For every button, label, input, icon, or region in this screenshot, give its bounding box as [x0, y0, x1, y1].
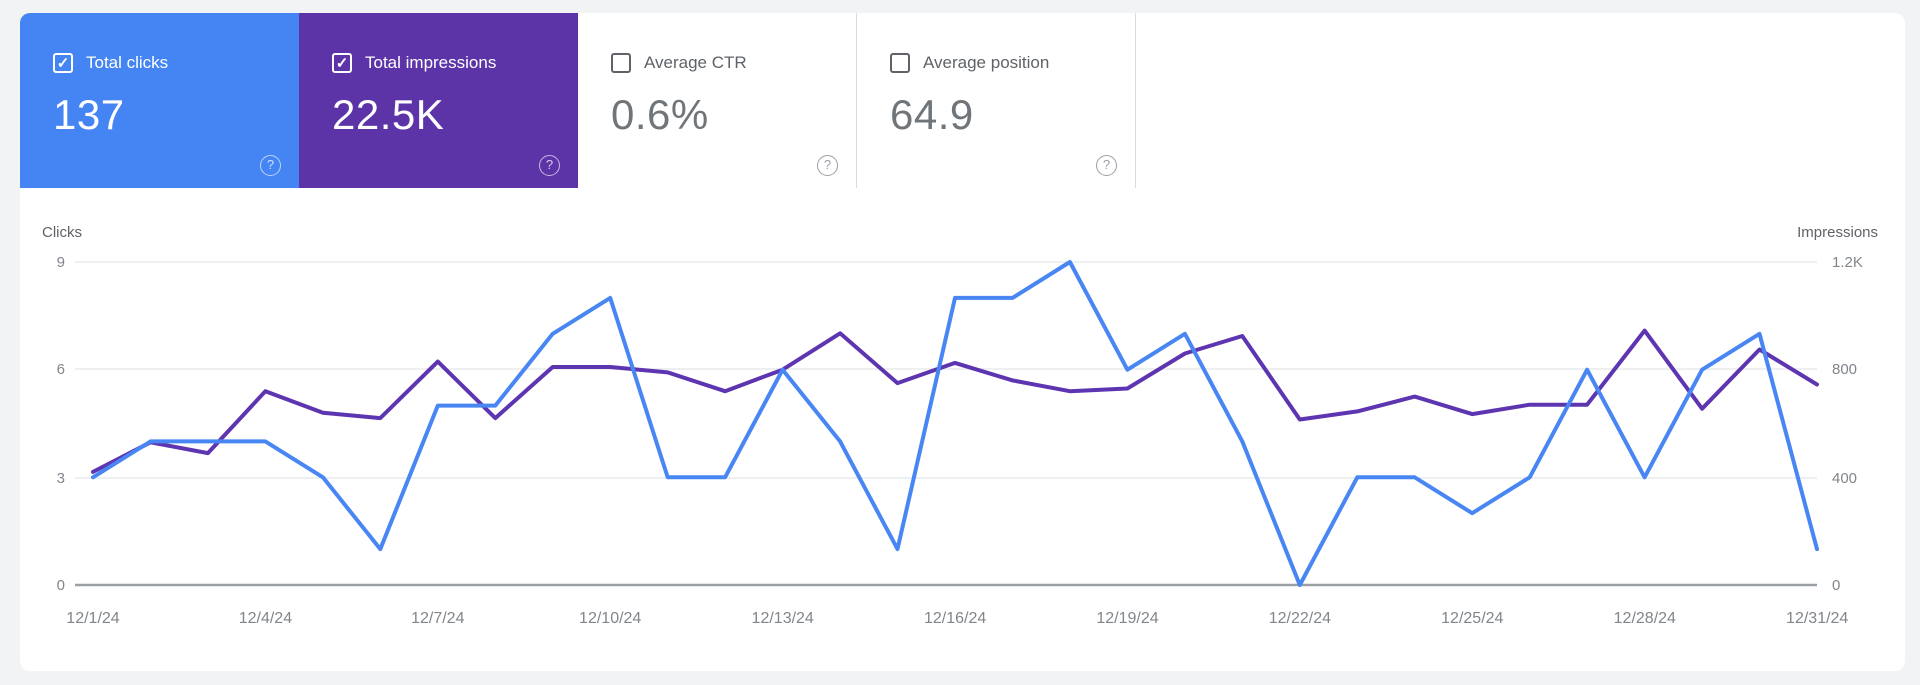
checkbox-total-clicks[interactable]: ✓ — [53, 53, 73, 73]
left-tick: 3 — [57, 470, 65, 487]
performance-panel: ✓ Total clicks 137 ? ✓ Total impressions… — [20, 13, 1905, 671]
x-tick: 12/10/24 — [579, 610, 641, 627]
performance-chart[interactable]: Clicks Impressions 9 6 3 0 1.2K 800 400 … — [20, 188, 1905, 671]
card-header: ✓ Total impressions — [332, 53, 578, 73]
impressions-line — [91, 328, 1819, 474]
right-tick: 0 — [1832, 577, 1840, 594]
right-tick: 1.2K — [1832, 254, 1863, 271]
x-tick: 12/25/24 — [1441, 610, 1503, 627]
chart-canvas: Clicks Impressions 9 6 3 0 1.2K 800 400 … — [42, 224, 1878, 627]
card-header: ✓ Total clicks — [53, 53, 299, 73]
x-tick: 12/1/24 — [66, 610, 119, 627]
average-ctr-value: 0.6% — [611, 91, 709, 138]
card-total-clicks[interactable]: ✓ Total clicks 137 ? — [20, 13, 299, 188]
help-icon[interactable]: ? — [817, 155, 838, 176]
card-total-impressions[interactable]: ✓ Total impressions 22.5K ? — [299, 13, 578, 188]
card-label: Average position — [923, 53, 1050, 72]
right-tick: 400 — [1832, 470, 1857, 487]
x-tick: 12/19/24 — [1096, 610, 1158, 627]
x-tick: 12/13/24 — [752, 610, 814, 627]
card-average-position[interactable]: Average position 64.9 ? — [857, 13, 1136, 188]
left-tick: 0 — [57, 577, 65, 594]
right-axis-title: Impressions — [1797, 224, 1878, 241]
check-icon: ✓ — [335, 54, 349, 72]
total-impressions-value: 22.5K — [332, 91, 445, 138]
help-icon[interactable]: ? — [1096, 155, 1117, 176]
card-header: Average CTR — [611, 53, 856, 73]
card-average-ctr[interactable]: Average CTR 0.6% ? — [578, 13, 857, 188]
card-label: Average CTR — [644, 53, 747, 72]
left-tick: 9 — [57, 254, 65, 271]
x-tick: 12/16/24 — [924, 610, 986, 627]
average-position-value: 64.9 — [890, 91, 974, 138]
right-tick: 800 — [1832, 361, 1857, 378]
checkbox-average-position[interactable] — [890, 53, 910, 73]
x-tick: 12/28/24 — [1614, 610, 1676, 627]
checkbox-total-impressions[interactable]: ✓ — [332, 53, 352, 73]
card-header: Average position — [890, 53, 1135, 73]
x-tick: 12/7/24 — [411, 610, 464, 627]
check-icon: ✓ — [56, 54, 70, 72]
left-axis-title: Clicks — [42, 224, 82, 241]
help-icon[interactable]: ? — [260, 155, 281, 176]
x-tick: 12/22/24 — [1269, 610, 1331, 627]
x-tick: 12/4/24 — [239, 610, 292, 627]
left-tick: 6 — [57, 361, 65, 378]
clicks-line — [91, 260, 1819, 587]
help-icon[interactable]: ? — [539, 155, 560, 176]
card-label: Total clicks — [86, 53, 169, 72]
metric-cards: ✓ Total clicks 137 ? ✓ Total impressions… — [20, 13, 1905, 188]
card-label: Total impressions — [365, 53, 497, 72]
total-clicks-value: 137 — [53, 91, 125, 138]
checkbox-average-ctr[interactable] — [611, 53, 631, 73]
x-tick: 12/31/24 — [1786, 610, 1848, 627]
